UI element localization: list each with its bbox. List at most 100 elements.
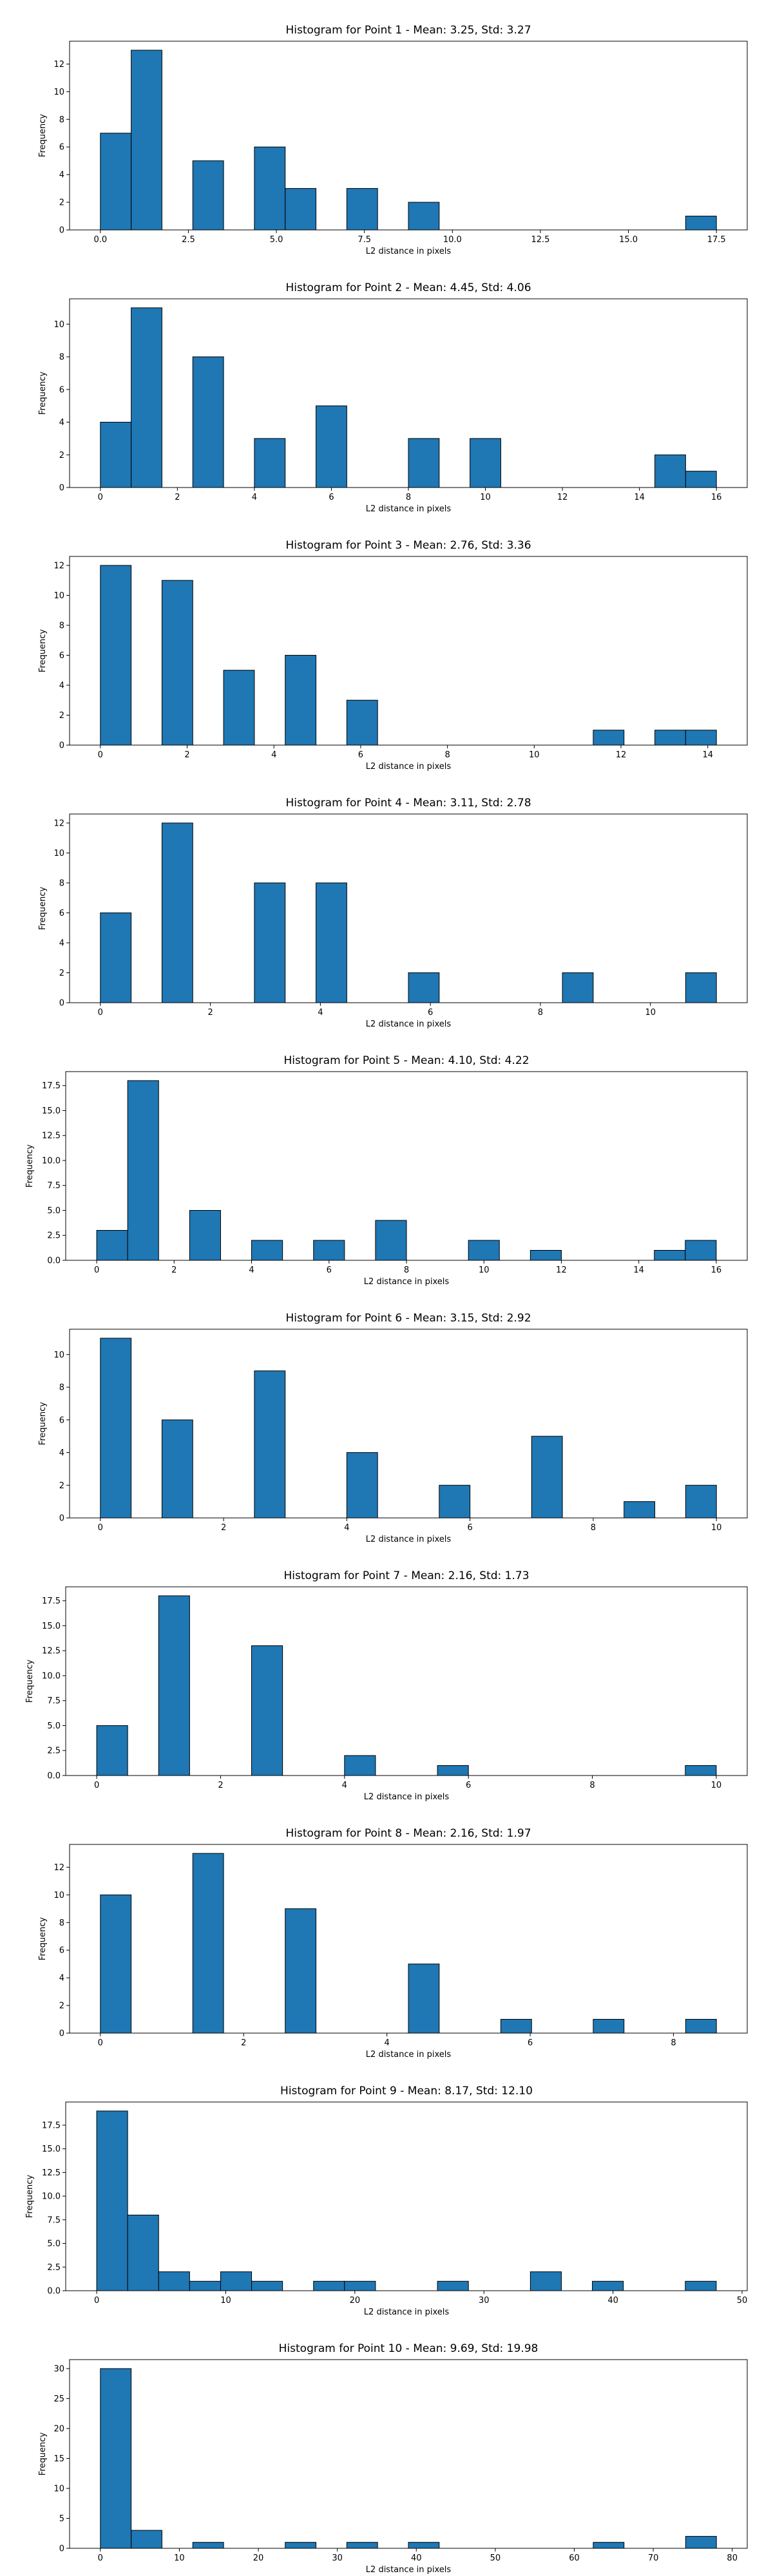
histogram-bar (685, 2280, 717, 2291)
x-tick-label: 2.5 (182, 235, 195, 245)
y-tick-label: 12 (53, 1863, 64, 1873)
histogram-bar (100, 912, 132, 1003)
x-tick-label: 8 (406, 493, 411, 502)
y-tick-label: 8 (59, 621, 64, 630)
y-tick-label: 2 (59, 1481, 64, 1491)
histogram-bar (131, 307, 162, 488)
chart-title: Histogram for Point 10 - Mean: 9.69, Std… (279, 2342, 539, 2355)
histogram-bar (96, 1725, 128, 1776)
y-tick-label: 4 (59, 418, 64, 428)
histogram-bar (654, 1249, 686, 1261)
y-tick-label: 17.5 (42, 2121, 61, 2130)
histogram-bar (251, 1240, 283, 1261)
y-tick-label: 6 (59, 909, 64, 918)
histogram-bar (158, 2271, 190, 2291)
x-axis-label: L2 distance in pixels (364, 1792, 450, 1802)
histogram-bar (408, 1964, 440, 2034)
histogram-bar (100, 565, 132, 746)
histogram-bar (654, 454, 686, 488)
x-tick-label: 6 (528, 2038, 533, 2048)
y-tick-label: 0 (59, 1514, 64, 1524)
x-tick-label: 0 (94, 2296, 99, 2306)
histogram-bar (685, 1240, 717, 1261)
chart-title: Histogram for Point 4 - Mean: 3.11, Std:… (285, 797, 531, 810)
y-tick-label: 4 (59, 1448, 64, 1458)
histogram-bar (593, 2019, 625, 2034)
histogram-bar (192, 1853, 224, 2034)
x-tick-label: 2 (207, 1008, 213, 1018)
histogram-bar (592, 2280, 624, 2291)
x-tick-label: 8 (589, 1781, 595, 1790)
histogram-panel-5: Histogram for Point 5 - Mean: 4.10, Std:… (25, 1054, 748, 1287)
histogram-bar (685, 1484, 717, 1519)
y-tick-label: 8 (59, 353, 64, 363)
y-tick-label: 10 (53, 88, 64, 97)
x-tick-label: 0 (98, 2553, 103, 2563)
x-tick-label: 10 (480, 493, 491, 502)
y-axis-label: Frequency (25, 1144, 35, 1188)
y-tick-label: 15.0 (42, 2145, 61, 2154)
y-tick-label: 12 (53, 819, 64, 828)
x-tick-label: 4 (249, 1265, 254, 1275)
x-tick-label: 0 (94, 1781, 99, 1790)
x-tick-label: 8 (444, 750, 450, 760)
axes-frame (65, 2101, 748, 2291)
x-tick-label: 10 (220, 2296, 231, 2306)
chart-title: Histogram for Point 5 - Mean: 4.10, Std:… (283, 1054, 529, 1067)
histogram-bar (470, 438, 501, 488)
y-tick-label: 4 (59, 1974, 64, 1984)
y-axis-label: Frequency (25, 2175, 35, 2218)
y-tick-label: 10 (53, 591, 64, 601)
y-tick-label: 17.5 (42, 1081, 61, 1091)
histogram-bar (131, 2530, 162, 2549)
y-tick-label: 8 (59, 115, 64, 125)
histogram-bar (408, 202, 440, 231)
histogram-bar (685, 730, 717, 746)
histogram-bar (439, 1484, 471, 1519)
histogram-bar (346, 188, 378, 231)
y-tick-label: 15.0 (42, 1622, 61, 1631)
histogram-bar (254, 146, 286, 231)
x-tick-label: 4 (384, 2038, 389, 2048)
y-tick-label: 5.0 (47, 1721, 61, 1731)
y-tick-label: 6 (59, 1946, 64, 1956)
y-tick-label: 10.0 (42, 1156, 61, 1166)
x-tick-label: 2 (175, 493, 180, 502)
y-tick-label: 0.0 (47, 1772, 61, 1781)
histogram-bar (251, 1645, 283, 1776)
histogram-bar (254, 1370, 286, 1519)
histogram-bar (685, 216, 717, 231)
x-tick-label: 30 (479, 2296, 490, 2306)
y-tick-label: 12.5 (42, 2168, 61, 2178)
histogram-bar (100, 1338, 132, 1519)
x-tick-label: 6 (467, 1523, 472, 1533)
y-tick-label: 6 (59, 651, 64, 661)
x-tick-label: 10 (174, 2553, 185, 2563)
x-tick-label: 0 (98, 1523, 103, 1533)
histogram-bar (624, 1501, 656, 1519)
x-axis-label: L2 distance in pixels (366, 762, 452, 772)
y-tick-label: 4 (59, 171, 64, 180)
y-tick-label: 15 (53, 2454, 64, 2464)
histogram-bar (223, 670, 255, 746)
histogram-bar (316, 882, 347, 1003)
y-tick-label: 2.5 (47, 2263, 61, 2273)
histogram-bar (313, 1240, 345, 1261)
histogram-bar (285, 188, 317, 231)
y-tick-label: 8 (59, 878, 64, 888)
y-tick-label: 0 (59, 226, 64, 236)
histogram-bar (161, 1419, 193, 1519)
histogram-bar (127, 2215, 159, 2291)
x-tick-label: 10 (711, 1781, 722, 1790)
histogram-bar (346, 699, 378, 746)
x-axis-label: L2 distance in pixels (366, 247, 452, 256)
axes-frame (69, 1844, 748, 2034)
x-axis-label: L2 distance in pixels (366, 504, 452, 514)
y-tick-label: 17.5 (42, 1596, 61, 1606)
y-tick-label: 10.0 (42, 1671, 61, 1681)
y-tick-label: 0.0 (47, 1256, 61, 1266)
histogram-bar (500, 2019, 532, 2034)
y-tick-label: 0 (59, 2544, 64, 2554)
histogram-bar (100, 133, 132, 231)
